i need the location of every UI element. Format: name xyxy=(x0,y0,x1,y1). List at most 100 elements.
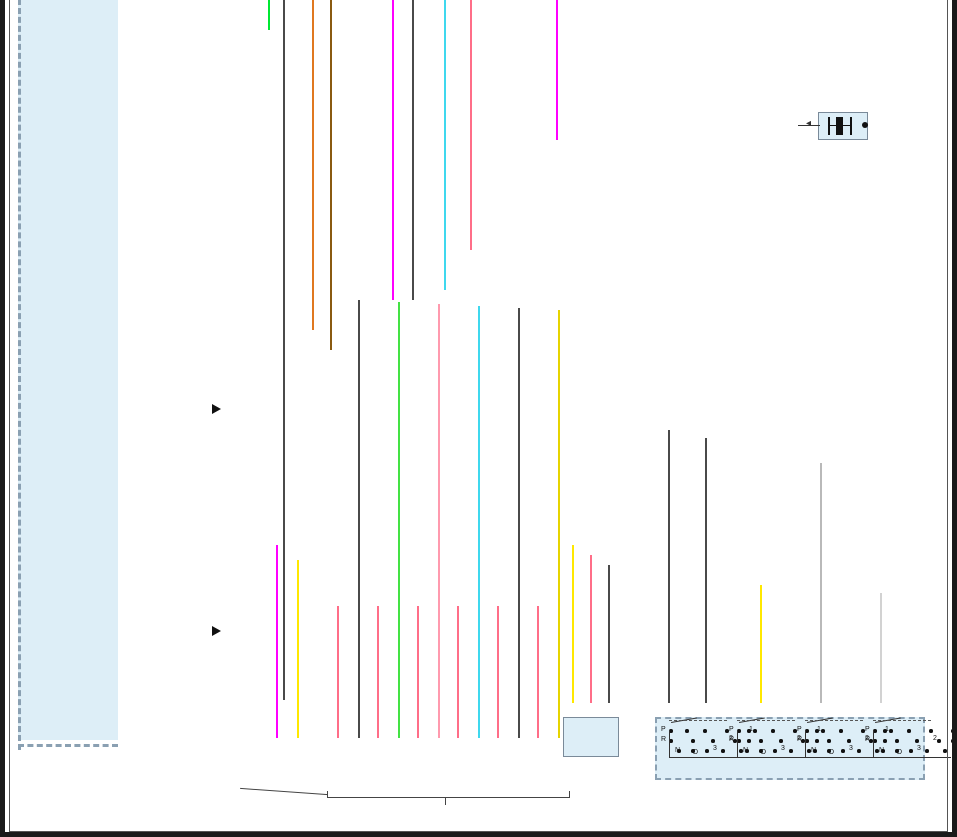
trs-position-label: 2 xyxy=(865,735,869,742)
trs-contact-dot xyxy=(929,729,933,733)
trs-common-bar xyxy=(737,757,815,758)
vertical-wire-riser xyxy=(497,606,499,738)
vertical-wire-riser xyxy=(398,302,400,738)
vertical-wire-riser xyxy=(760,585,762,703)
knock-sensor-pin-arrow: ◂ xyxy=(806,118,812,129)
trs-position-label: R xyxy=(729,736,735,743)
trs-contact-dot xyxy=(915,739,919,743)
trs-contact-dot xyxy=(685,729,689,733)
vertical-wire-riser xyxy=(438,304,440,738)
trs-guide xyxy=(873,720,931,721)
pcm-body-fill xyxy=(18,0,118,740)
vertical-wire-riser xyxy=(880,593,882,703)
trs-contact-dot xyxy=(873,739,877,743)
vertical-wire-riser xyxy=(668,430,670,703)
trs-contact-dot xyxy=(773,749,777,753)
trs-contact-dot xyxy=(779,739,783,743)
fuel-injectors-bracket-stem xyxy=(445,797,446,805)
trs-position-label: N xyxy=(879,747,885,754)
knock-sensor-plate-left xyxy=(828,117,830,135)
trs-contact-dot xyxy=(805,729,809,733)
trs-contact-dot xyxy=(889,729,893,733)
vertical-wire-riser xyxy=(590,555,592,703)
trs-guide xyxy=(805,720,863,721)
trs-contact-dot xyxy=(703,729,707,733)
trs-position-label: 1 xyxy=(817,726,821,733)
trs-contact-dot xyxy=(691,739,695,743)
fuel-injectors-bracket xyxy=(327,797,569,798)
trs-position-label: P xyxy=(797,726,802,733)
vertical-wire-riser xyxy=(377,606,379,738)
vertical-wire-riser xyxy=(358,300,360,738)
trs-common-riser xyxy=(805,730,806,758)
top-bundle-wire xyxy=(312,0,314,330)
trs-position-label: 1 xyxy=(749,726,753,733)
trs-contact-dot xyxy=(813,749,817,753)
top-bundle-wire xyxy=(392,0,394,300)
trs-contact-dot xyxy=(759,739,763,743)
trs-position-label: 3 xyxy=(713,745,717,752)
vertical-wire-riser xyxy=(705,438,707,703)
knock-sensor-element xyxy=(836,117,843,135)
trs-position-label: N xyxy=(675,747,681,754)
trs-contact-dot xyxy=(669,729,673,733)
fuel-injectors-bracket-right xyxy=(569,791,570,798)
trs-contact-dot xyxy=(873,729,877,733)
knock-sensor-ground-dot xyxy=(862,122,868,128)
trs-contact-dot xyxy=(705,749,709,753)
trs-contact-dot xyxy=(721,749,725,753)
trs-contact-dot xyxy=(909,749,913,753)
vertical-wire-riser xyxy=(608,565,610,703)
trs-position-label: R xyxy=(865,736,871,743)
trs-contact-dot xyxy=(875,749,879,753)
top-bundle-wire xyxy=(470,0,472,250)
trs-contact-dot xyxy=(737,739,741,743)
trs-position-label: P xyxy=(661,726,666,733)
trs-contact-dot xyxy=(669,739,673,743)
trs-contact-dot xyxy=(753,729,757,733)
trs-contact-dot xyxy=(747,729,751,733)
trs-guide xyxy=(669,720,727,721)
trs-position-label: P xyxy=(865,726,870,733)
trs-position-label: R xyxy=(661,736,667,743)
trs-common-bar xyxy=(669,757,747,758)
trs-common-riser xyxy=(873,730,874,758)
trs-contact-dot xyxy=(827,749,831,753)
knock-sensor-plate-right xyxy=(850,117,852,135)
vertical-wire-riser xyxy=(276,545,278,738)
trs-contact-dot xyxy=(943,749,947,753)
trs-contact-dot xyxy=(691,749,695,753)
trs-position-label: D xyxy=(693,749,699,756)
trs-position-label: P xyxy=(729,726,734,733)
trs-position-label: N xyxy=(811,747,817,754)
maf-sensor-body xyxy=(563,717,619,757)
vertical-wire-riser xyxy=(417,606,419,738)
cruise-control-1-arrow xyxy=(212,404,221,414)
top-bundle-wire xyxy=(330,0,332,350)
trs-contact-dot xyxy=(857,749,861,753)
trs-contact-dot xyxy=(925,749,929,753)
trs-contact-dot xyxy=(937,739,941,743)
trs-contact-dot xyxy=(805,739,809,743)
trs-contact-dot xyxy=(789,749,793,753)
vertical-wire-riser xyxy=(558,310,560,738)
knock-sensor-wire-mid2 xyxy=(843,125,851,126)
pcm-bottom-border xyxy=(18,744,118,747)
trs-common-bar xyxy=(873,757,951,758)
trs-contact-dot xyxy=(807,749,811,753)
trs-contact-dot xyxy=(827,739,831,743)
vertical-wire-riser xyxy=(297,560,299,738)
trs-contact-dot xyxy=(883,739,887,743)
vertical-wire-riser xyxy=(478,306,480,738)
trs-position-label: 2 xyxy=(797,735,801,742)
trs-position-label: D xyxy=(761,749,767,756)
trs-position-label: 1 xyxy=(885,726,889,733)
trs-contact-dot xyxy=(881,749,885,753)
trs-contact-dot xyxy=(869,739,873,743)
trs-position-label: R xyxy=(797,736,803,743)
pcm-left-border xyxy=(18,0,21,750)
top-bundle-wire xyxy=(444,0,446,290)
knock-sensor-body xyxy=(818,112,868,140)
trs-position-label: N xyxy=(743,747,749,754)
